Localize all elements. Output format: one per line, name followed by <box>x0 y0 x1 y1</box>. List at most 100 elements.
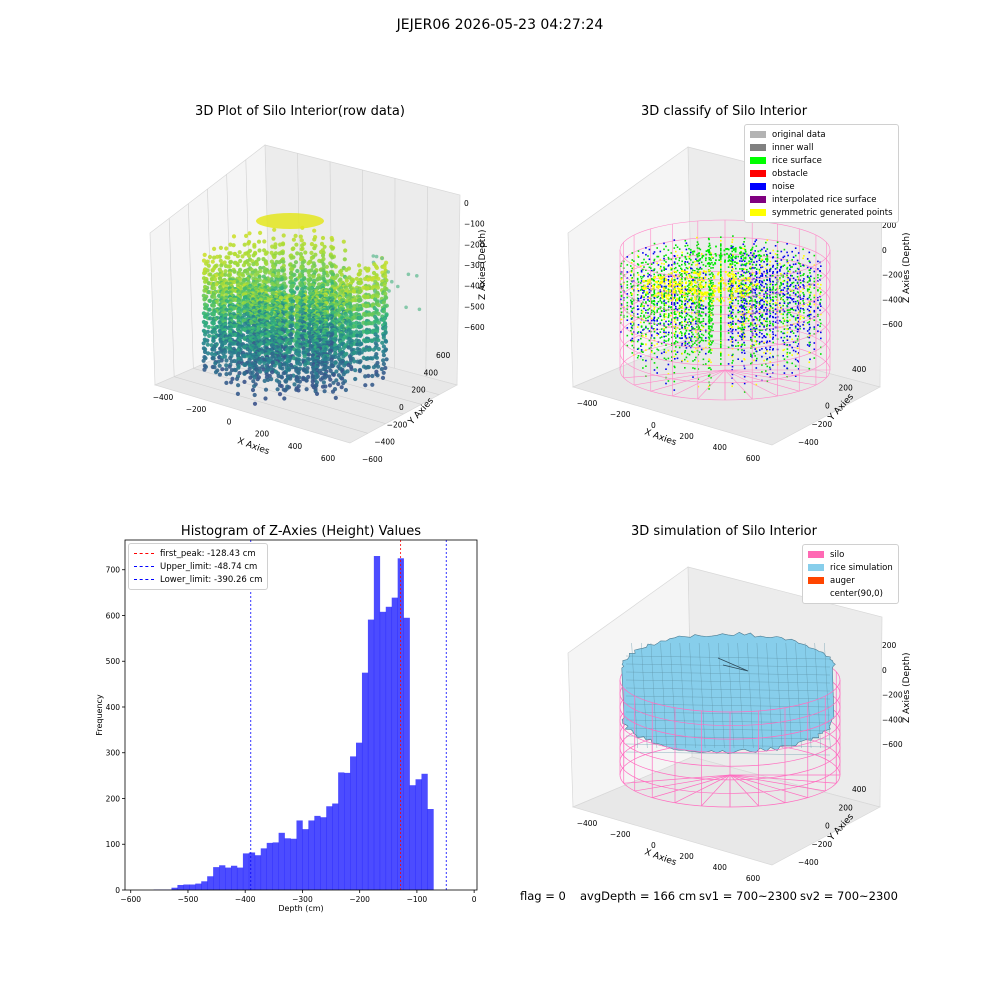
raw-y-tick-label: 400 <box>424 368 439 377</box>
histogram-bar <box>236 867 244 890</box>
raw-z-tick-label: −200 <box>464 240 485 249</box>
histogram-bar <box>189 884 196 890</box>
raw-y-tick-label: −600 <box>362 455 383 464</box>
histogram-x-tick-label: −600 <box>120 895 141 904</box>
raw-x-tick-label: 200 <box>255 430 270 439</box>
histogram-y-tick-label: 300 <box>106 749 121 758</box>
histogram-bar <box>350 756 357 890</box>
classify-legend-swatch <box>750 170 766 177</box>
histogram-title: Histogram of Z-Axies (Height) Values <box>180 524 422 539</box>
cls-y-tick-label: 200 <box>839 383 854 392</box>
histogram-legend-label: Upper_limit: -48.74 cm <box>160 561 258 572</box>
sim-x-axis-label: X Axies <box>643 847 678 868</box>
histogram-bar <box>201 881 208 890</box>
raw-x-tick-label: 0 <box>227 417 232 426</box>
classify-legend-item: original data <box>750 128 893 141</box>
histogram-bar <box>231 865 238 890</box>
raw-y-tick-label: 200 <box>411 386 426 395</box>
raw-x-tick-label: 400 <box>288 442 303 451</box>
histogram-x-tick-label: −100 <box>407 895 428 904</box>
status-sv1: sv1 = 700~2300 <box>699 889 797 903</box>
histogram-x-tick-label: −200 <box>349 895 370 904</box>
histogram-legend-item: Lower_limit: -390.26 cm <box>134 573 262 586</box>
classify-legend-label: inner wall <box>772 142 814 153</box>
histogram-bar <box>326 806 333 890</box>
histogram-bar <box>290 838 297 890</box>
cls-z-tick-label: 200 <box>882 221 897 230</box>
cls-z-tick-label: −600 <box>882 320 903 329</box>
sim-legend-swatch <box>808 590 824 597</box>
histogram-bar <box>403 617 410 890</box>
histogram-bar <box>373 556 381 890</box>
sim-x-tick-label: 0 <box>651 841 656 850</box>
classify-legend-item: interpolated rice surface <box>750 193 893 206</box>
histogram-bar <box>314 815 321 890</box>
status-flag: flag = 0 <box>520 889 566 903</box>
cls-x-tick-label: 600 <box>746 454 761 463</box>
histogram-bar <box>248 852 256 890</box>
classify-point-cloud <box>620 235 822 393</box>
histogram-legend-item: Upper_limit: -48.74 cm <box>134 560 262 573</box>
sim-legend-item: center(90,0) <box>808 587 893 600</box>
raw-y-tick-label: 600 <box>436 351 451 360</box>
histogram-bar <box>177 884 184 890</box>
histogram-bar <box>427 809 434 890</box>
sim-z-axis-label: Z Axies (Depth) <box>902 652 912 723</box>
histogram-bar <box>278 832 285 890</box>
cls-y-tick-label: −200 <box>812 420 833 429</box>
cls-y-tick-label: −400 <box>798 438 819 447</box>
sim-legend-swatch <box>808 564 824 571</box>
histogram-y-tick-label: 0 <box>115 886 120 895</box>
histogram-y-tick-label: 400 <box>106 703 121 712</box>
classify-legend-label: rice surface <box>772 155 822 166</box>
cls-z-tick-label: −400 <box>882 295 903 304</box>
histogram-bar <box>409 785 416 890</box>
histogram-y-tick-label: 100 <box>106 840 121 849</box>
classify-legend-swatch <box>750 183 766 190</box>
histogram-bar <box>338 772 345 890</box>
histogram-legend: first_peak: -128.43 cm Upper_limit: -48.7… <box>128 543 269 590</box>
raw-z-axis-label: Z Axies (Depth) <box>478 229 488 300</box>
sim-x-tick-label: 400 <box>713 863 728 872</box>
sim-x-tick-label: 600 <box>746 874 761 883</box>
cls-x-tick-label: −400 <box>577 399 598 408</box>
sim-panel-title: 3D simulation of Silo Interior <box>631 524 817 539</box>
raw-z-tick-label: −100 <box>464 220 485 229</box>
histogram-bar <box>385 606 393 890</box>
histogram-bar <box>171 887 178 890</box>
sim-legend-label: rice simulation <box>830 562 893 573</box>
histogram-x-tick-label: −500 <box>178 895 199 904</box>
raw-x-tick-label: 600 <box>321 454 336 463</box>
histogram-bar <box>254 855 262 890</box>
histogram-legend-label: Lower_limit: -390.26 cm <box>160 574 263 585</box>
sim-legend-label: silo <box>830 549 845 560</box>
histogram-bar <box>367 619 375 890</box>
histogram-bar <box>320 817 327 890</box>
histogram-y-tick-label: 600 <box>106 611 121 620</box>
cls-z-tick-label: −200 <box>882 271 903 280</box>
raw-y-tick-label: −200 <box>387 420 408 429</box>
histogram-bar <box>225 867 232 890</box>
sim-x-tick-label: 200 <box>679 852 694 861</box>
histogram-legend-label: first_peak: -128.43 cm <box>160 548 256 559</box>
histogram-y-axis-label: Frequency <box>95 694 104 736</box>
raw-z-tick-label: −600 <box>464 323 485 332</box>
histogram-x-tick-label: 0 <box>472 895 477 904</box>
status-avg-depth: avgDepth = 166 cm <box>580 889 697 903</box>
cls-y-tick-label: 400 <box>852 365 867 374</box>
classify-panel-title: 3D classify of Silo Interior <box>640 104 808 119</box>
histogram-y-tick-label: 200 <box>106 794 121 803</box>
classify-legend-item: noise <box>750 180 893 193</box>
classify-z-axis-label: Z Axies (Depth) <box>902 232 912 303</box>
sim-legend-item: rice simulation <box>808 561 893 574</box>
histogram-x-tick-label: −400 <box>235 895 256 904</box>
histogram-y-tick-label: 500 <box>106 657 121 666</box>
histogram-bar <box>284 838 291 890</box>
raw-z-tick-label: 0 <box>464 199 469 208</box>
histogram-bar <box>332 803 339 890</box>
classify-legend: original data inner wall rice surface obsta… <box>744 124 899 223</box>
sim-z-tick-label: −400 <box>882 715 903 724</box>
histogram-bar <box>379 611 387 890</box>
histogram-legend-item: first_peak: -128.43 cm <box>134 547 262 560</box>
classify-legend-swatch <box>750 144 766 151</box>
